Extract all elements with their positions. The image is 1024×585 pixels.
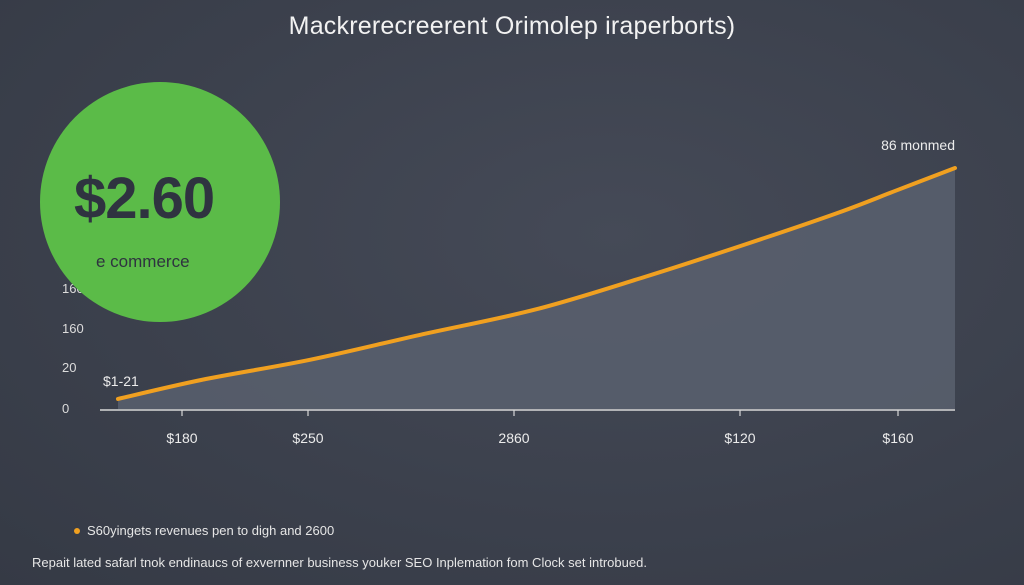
footer-note: Repait lated safarl tnok endinaucs of ex… <box>32 555 647 570</box>
dot-icon <box>74 527 80 534</box>
y-tick-label: 20 <box>62 360 76 375</box>
x-tick-label: $160 <box>882 430 913 446</box>
x-tick-label: $250 <box>292 430 323 446</box>
chart-title: Mackrerecreerent Orimolep iraperborts) <box>288 12 736 40</box>
x-tick-label: $180 <box>166 430 197 446</box>
chart-legend: S60yingets revenues pen to digh and 2600 <box>74 523 334 538</box>
callout-label: e commerce <box>96 252 190 271</box>
series-line <box>116 166 957 401</box>
y-tick-label: 160 <box>62 321 84 336</box>
x-tick-label: $120 <box>724 430 755 446</box>
start-annotation: $1-21 <box>103 373 139 389</box>
x-tick-label: 2860 <box>498 430 529 446</box>
callout-circle <box>40 82 280 322</box>
y-tick-label: 0 <box>62 401 69 416</box>
series-area <box>118 168 955 409</box>
callout-value: $2.60 <box>74 166 215 231</box>
legend-text: S60yingets revenues pen to digh and 2600 <box>87 523 335 538</box>
end-annotation: 86 monmed <box>881 137 955 153</box>
